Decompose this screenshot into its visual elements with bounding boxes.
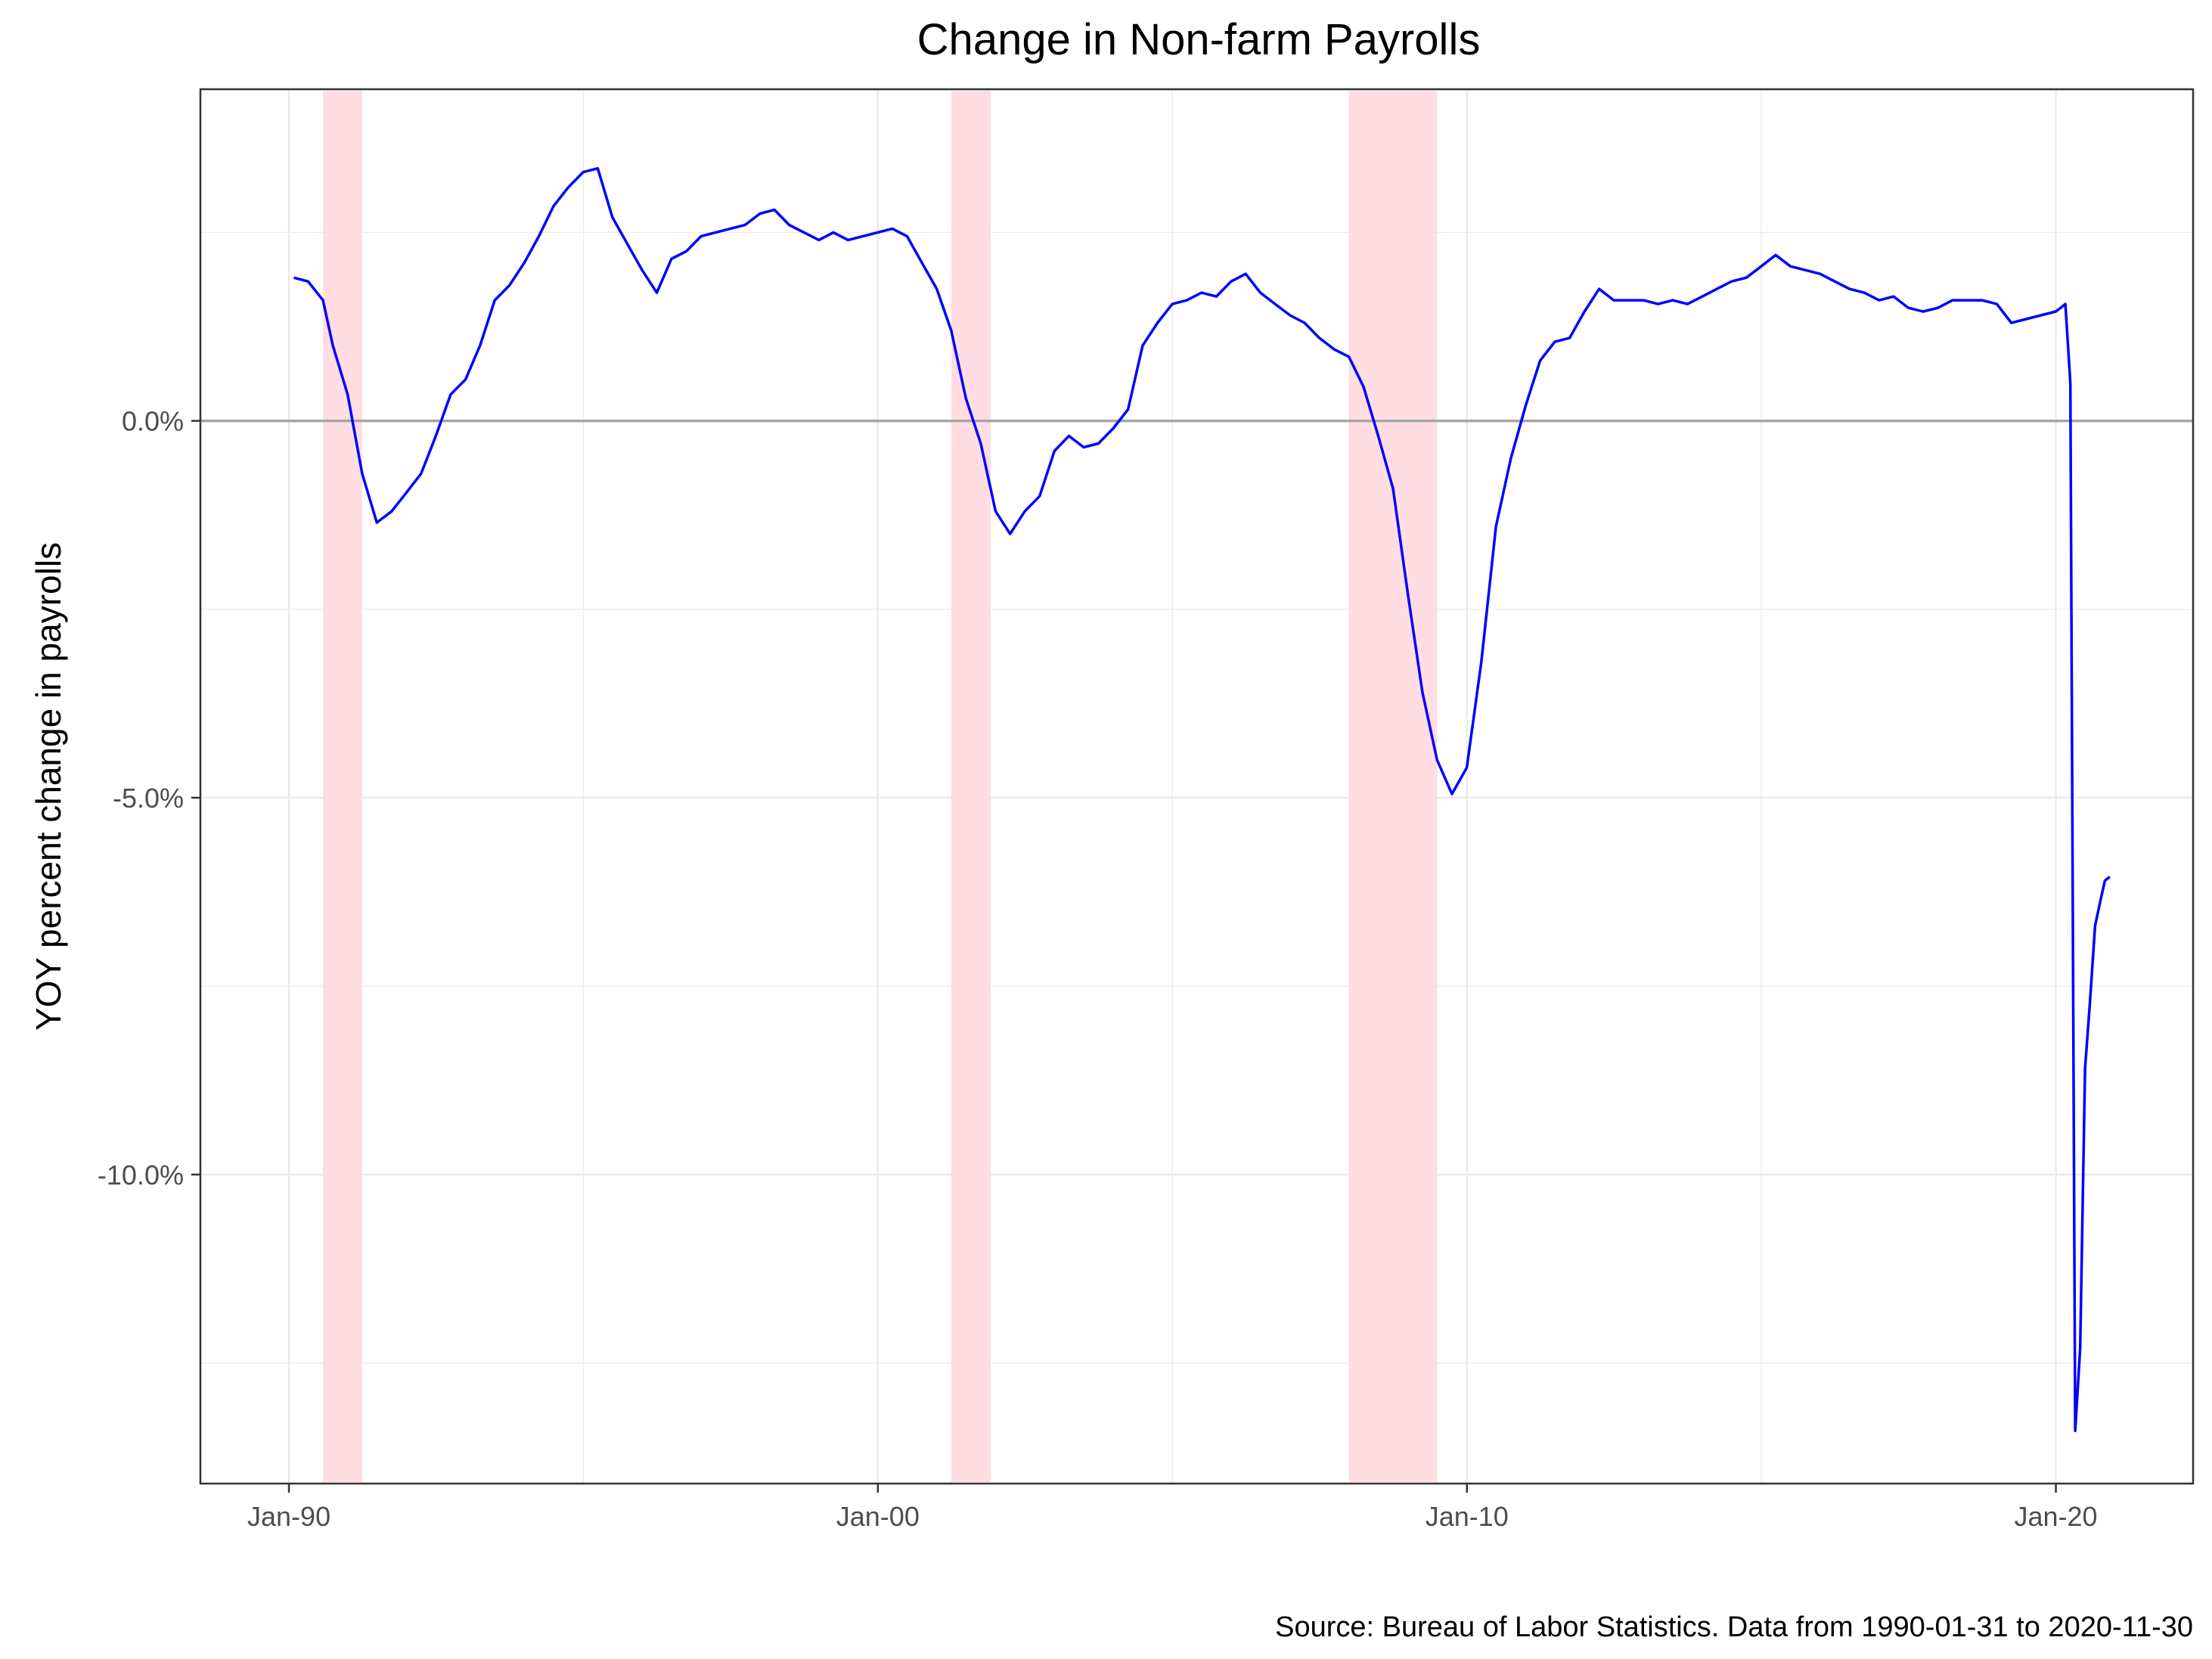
y-tick-label: -5.0% [113, 783, 184, 814]
recession-shading [323, 91, 1438, 1482]
y-tick-label: 0.0% [122, 406, 184, 437]
recession-band [951, 91, 991, 1482]
recession-band [1348, 91, 1438, 1482]
axes: 0.0% -5.0% -10.0% Jan-90 Jan-00 Jan-10 Jan-20 [98, 406, 2098, 1532]
y-tick-label: -10.0% [98, 1159, 184, 1190]
x-tick-label: Jan-10 [1426, 1501, 1509, 1532]
x-tick-label: Jan-00 [836, 1501, 920, 1532]
chart-title: Change in Non-farm Payrolls [917, 15, 1481, 64]
series-line [293, 166, 2111, 1432]
x-tick-label: Jan-20 [2014, 1501, 2097, 1532]
series-layer [293, 166, 2111, 1432]
x-tick-label: Jan-90 [247, 1501, 330, 1532]
panel-border [199, 88, 2195, 1485]
recession-band [323, 91, 362, 1482]
y-axis-label: YOY percent change in payrolls [29, 542, 68, 1031]
caption: Source: Bureau of Labor Statistics. Data… [1275, 1611, 2193, 1643]
